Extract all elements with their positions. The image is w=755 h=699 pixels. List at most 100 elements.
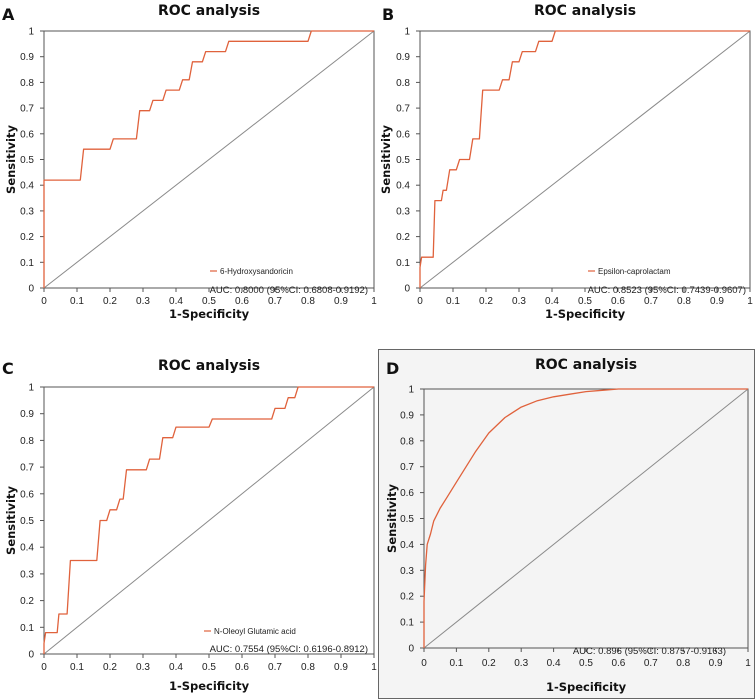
x-tick-label: 1 <box>371 662 377 673</box>
reference-diagonal <box>419 30 751 289</box>
x-tick-label: 0.5 <box>202 662 216 673</box>
roc-curve-line <box>43 386 374 654</box>
y-tick-label: 0.8 <box>20 78 34 89</box>
y-tick-label: 0.2 <box>396 232 410 243</box>
x-tick-label: 0.5 <box>578 296 592 307</box>
x-tick-label: 0.4 <box>169 662 183 673</box>
panel-letter-a: A <box>2 5 15 24</box>
y-tick-label: 0.6 <box>20 489 34 500</box>
y-tick-label: 0.2 <box>20 232 34 243</box>
y-tick-label: 0 <box>28 284 34 295</box>
x-tick-label: 0.8 <box>677 296 691 307</box>
x-tick-label: 0.7 <box>644 658 658 669</box>
y-tick-label: 0.9 <box>20 52 34 63</box>
x-tick-label: 0.1 <box>449 658 463 669</box>
y-tick-label: 0.8 <box>20 436 34 447</box>
x-tick-label: 0.7 <box>268 662 282 673</box>
legend-label: 6-Hydroxysandoricin <box>220 267 293 276</box>
y-tick-label: 0.9 <box>20 409 34 420</box>
y-tick-label: 0.7 <box>20 463 34 474</box>
x-tick-label: 0.3 <box>136 296 150 307</box>
auc-annotation: AUC: 0.896 (95%CI: 0.8757-0.9163) <box>573 646 726 657</box>
x-tick-label: 0.2 <box>479 296 493 307</box>
y-tick-label: 0.2 <box>20 596 34 607</box>
legend-label: N-Oleoyl Glutamic acid <box>214 627 296 636</box>
y-tick-label: 0.6 <box>396 129 410 140</box>
y-tick-label: 0 <box>408 644 414 655</box>
x-tick-label: 0.7 <box>644 296 658 307</box>
auc-annotation: AUC: 0.8523 (95%CI: 0.7439-0.9607) <box>588 285 746 296</box>
y-tick-label: 0.4 <box>400 540 414 551</box>
y-tick-label: 0.6 <box>400 488 414 499</box>
chart-title: ROC analysis <box>534 3 636 19</box>
x-tick-label: 0.4 <box>169 296 183 307</box>
x-tick-label: 0.3 <box>136 662 150 673</box>
y-axis-title: Sensitivity <box>4 125 18 194</box>
x-tick-label: 0.5 <box>202 296 216 307</box>
y-tick-label: 0.5 <box>400 514 414 525</box>
y-tick-label: 0.8 <box>400 436 414 447</box>
y-tick-label: 0.1 <box>20 623 34 634</box>
y-tick-label: 0 <box>28 650 34 661</box>
y-tick-label: 1 <box>28 27 34 38</box>
x-tick-label: 0.2 <box>103 296 117 307</box>
x-tick-label: 0.1 <box>70 296 84 307</box>
reference-diagonal <box>423 388 749 649</box>
y-tick-label: 0.7 <box>20 104 34 115</box>
y-tick-label: 0.3 <box>400 566 414 577</box>
x-tick-label: 0.7 <box>268 296 282 307</box>
roc-panel-d: D ROC analysis 00 0.1 0.1 0.2 0.2 0.3 0.3 0.4 0.4 0… <box>378 349 755 699</box>
panel-letter-c: C <box>2 359 14 378</box>
y-tick-label: 0.7 <box>400 462 414 473</box>
y-axis-title: Sensitivity <box>379 125 393 194</box>
x-tick-label: 0.6 <box>235 296 249 307</box>
x-tick-label: 0.9 <box>710 296 724 307</box>
x-tick-label: 0.1 <box>70 662 84 673</box>
y-tick-label: 0.5 <box>20 516 34 527</box>
y-tick-label: 0.3 <box>20 206 34 217</box>
y-tick-label: 0.9 <box>396 52 410 63</box>
x-tick-label: 0 <box>417 296 423 307</box>
reference-diagonal <box>43 386 375 655</box>
x-tick-label: 0.8 <box>676 658 690 669</box>
roc-panel-a: A ROC analysis 00 0.1 0.1 0.2 0.2 0.3 0.3 0.4 0.4 0… <box>2 3 377 321</box>
y-tick-label: 0.3 <box>396 206 410 217</box>
x-tick-label: 0 <box>41 662 47 673</box>
x-axis-title: 1-Specificity <box>546 680 627 694</box>
y-tick-label: 0.1 <box>400 618 414 629</box>
y-tick-label: 0.9 <box>400 410 414 421</box>
x-tick-label: 0.3 <box>512 296 526 307</box>
x-tick-label: 0.8 <box>301 662 315 673</box>
y-tick-label: 0.2 <box>400 592 414 603</box>
roc-panel-b: B ROC analysis 00 0.1 0.1 0.2 0.2 0.3 0.3 0.4 0.4 0… <box>379 3 753 321</box>
y-axis-title: Sensitivity <box>385 484 399 553</box>
x-tick-label: 0.4 <box>547 658 561 669</box>
panel-letter-d: D <box>386 359 399 378</box>
x-tick-label: 1 <box>371 296 377 307</box>
y-tick-label: 0.4 <box>396 181 410 192</box>
x-tick-label: 0.6 <box>611 296 625 307</box>
auc-annotation: AUC: 0.7554 (95%CI: 0.6196-0.8912) <box>210 644 368 655</box>
y-tick-label: 0.8 <box>396 78 410 89</box>
y-tick-label: 0.4 <box>20 543 34 554</box>
y-tick-label: 0.6 <box>20 129 34 140</box>
y-tick-label: 0.1 <box>396 258 410 269</box>
y-tick-label: 0.4 <box>20 181 34 192</box>
y-tick-label: 1 <box>408 385 414 396</box>
x-tick-label: 0 <box>421 658 427 669</box>
x-tick-label: 0.9 <box>334 296 348 307</box>
x-tick-label: 0 <box>41 296 47 307</box>
x-tick-label: 0.5 <box>579 658 593 669</box>
x-tick-label: 0.2 <box>103 662 117 673</box>
legend-label: Epsilon-caprolactam <box>598 267 671 276</box>
x-axis-title: 1-Specificity <box>169 307 250 321</box>
y-tick-label: 0.7 <box>396 104 410 115</box>
x-tick-label: 0.2 <box>482 658 496 669</box>
x-tick-label: 0.8 <box>301 296 315 307</box>
x-tick-label: 1 <box>747 296 753 307</box>
reference-diagonal <box>43 30 375 289</box>
x-axis-title: 1-Specificity <box>545 307 626 321</box>
panel-d-background <box>378 349 755 699</box>
y-tick-label: 1 <box>404 27 410 38</box>
